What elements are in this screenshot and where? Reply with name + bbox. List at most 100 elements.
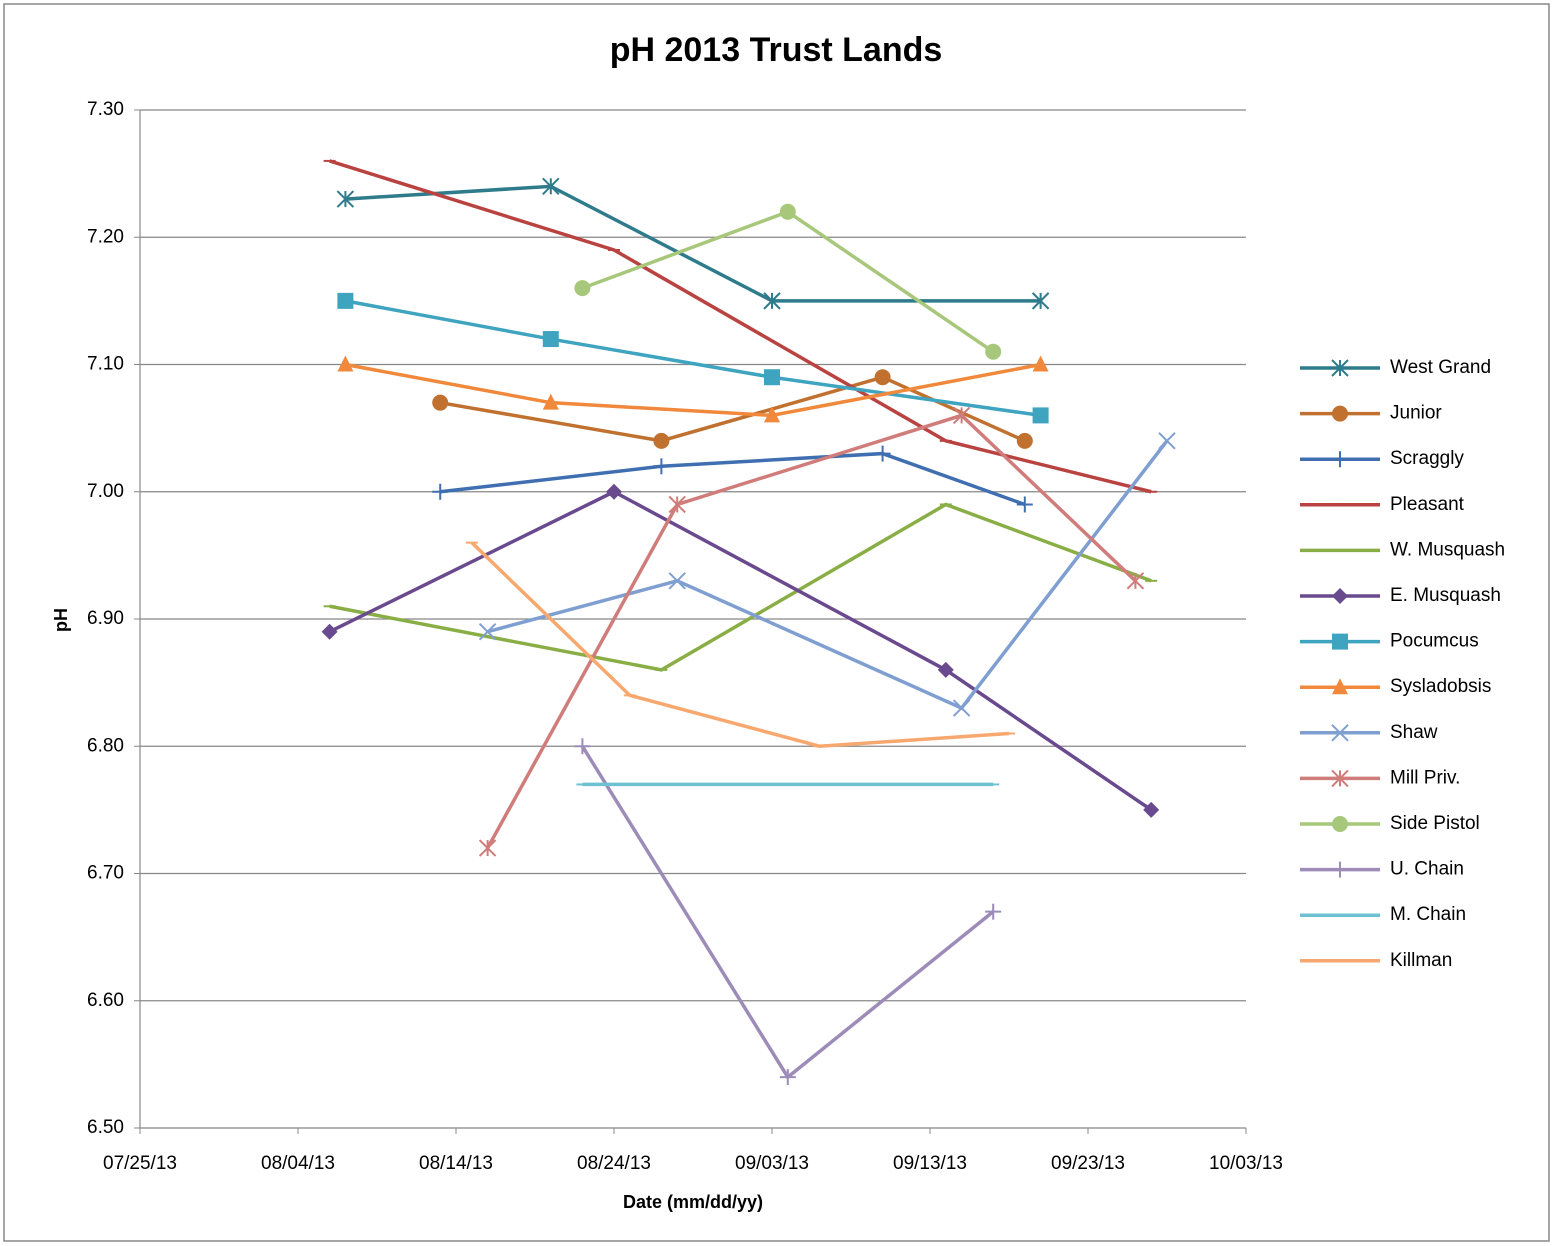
data-point <box>1032 355 1049 372</box>
x-tick-label: 08/24/13 <box>577 1153 651 1174</box>
x-tick-label: 07/25/13 <box>103 1153 177 1174</box>
legend-label: W. Musquash <box>1390 539 1505 560</box>
marker-shape <box>874 369 891 386</box>
data-point <box>542 393 559 410</box>
y-tick-label: 6.70 <box>87 863 124 884</box>
data-point <box>1032 407 1049 424</box>
legend-marker <box>1332 861 1348 878</box>
marker-shape <box>1016 432 1033 449</box>
marker-shape <box>321 623 338 640</box>
y-tick-label: 6.80 <box>87 735 124 756</box>
legend-marker <box>1332 633 1348 650</box>
series-line <box>439 451 1026 507</box>
x-tick-label: 09/13/13 <box>893 1153 967 1174</box>
marker-shape <box>1032 355 1049 372</box>
legend-label: Side Pistol <box>1390 813 1480 834</box>
series-line <box>329 159 1152 494</box>
legend-marker <box>1332 588 1348 604</box>
legend-label: M. Chain <box>1390 904 1466 925</box>
data-point <box>542 177 560 196</box>
data-point <box>952 406 971 425</box>
legend-marker <box>1332 816 1348 832</box>
data-point <box>432 483 449 500</box>
marker-stroke <box>1158 432 1176 450</box>
legend-label: U. Chain <box>1390 859 1464 880</box>
legend-marker <box>1331 724 1349 742</box>
data-point <box>668 495 686 514</box>
data-point <box>1016 432 1033 449</box>
legend-label: Scraggly <box>1390 448 1464 469</box>
data-point <box>653 432 670 449</box>
marker-shape <box>1332 633 1348 650</box>
marker-shape <box>1143 801 1160 818</box>
data-point <box>336 190 355 208</box>
series-line <box>329 502 1152 672</box>
data-point <box>542 331 559 348</box>
legend-marker <box>1332 405 1348 422</box>
chart-frame <box>3 3 1550 1242</box>
marker-shape <box>653 432 670 449</box>
marker-shape <box>764 406 780 423</box>
legend-label: Killman <box>1390 950 1452 971</box>
data-point <box>337 355 354 372</box>
series-line <box>328 489 1153 812</box>
marker-shape <box>779 203 796 220</box>
series-line <box>470 541 1010 749</box>
data-point <box>874 445 891 462</box>
data-point <box>1031 292 1050 310</box>
data-point <box>764 406 780 423</box>
marker-stroke <box>952 699 971 717</box>
data-point <box>985 903 1002 920</box>
series-line <box>487 439 1169 711</box>
x-tick-label: 08/04/13 <box>261 1153 335 1174</box>
data-point <box>952 699 971 717</box>
data-point <box>574 280 591 297</box>
data-point <box>1126 572 1145 590</box>
y-tick-label: 7.20 <box>87 226 124 247</box>
data-point <box>478 839 497 857</box>
x-tick-label: 09/23/13 <box>1051 1153 1125 1174</box>
marker-shape <box>432 394 449 411</box>
y-tick-label: 7.30 <box>87 99 124 120</box>
chart-title: pH 2013 Trust Lands <box>610 31 943 69</box>
marker-stroke <box>478 623 497 641</box>
legend-label: Shaw <box>1390 722 1438 743</box>
data-point <box>937 661 954 678</box>
data-point <box>668 572 686 590</box>
data-point <box>1016 496 1033 513</box>
legend-label: Sysladobsis <box>1390 676 1491 697</box>
series-line <box>345 362 1041 418</box>
y-tick-label: 6.60 <box>87 990 124 1011</box>
y-tick-label: 7.10 <box>87 354 124 375</box>
data-point <box>606 483 622 500</box>
data-point <box>432 394 449 411</box>
data-point <box>337 292 354 309</box>
y-tick-label: 6.90 <box>87 608 124 629</box>
marker-shape <box>337 292 354 309</box>
data-point <box>321 623 338 640</box>
data-point <box>763 292 781 310</box>
legend-label: Pocumcus <box>1390 631 1479 652</box>
marker-shape <box>1332 405 1348 422</box>
marker-shape <box>1332 588 1348 604</box>
data-point <box>985 343 1002 360</box>
marker-shape <box>606 483 622 500</box>
legend-label: Mill Priv. <box>1390 767 1460 788</box>
y-tick-label: 7.00 <box>87 481 124 502</box>
data-point <box>1143 801 1160 818</box>
y-axis-title: pH <box>51 608 71 632</box>
data-point <box>574 738 591 755</box>
data-point <box>478 623 497 641</box>
series-line <box>345 299 1041 418</box>
x-tick-label: 09/03/13 <box>735 1153 809 1174</box>
legend-label: Pleasant <box>1390 494 1465 515</box>
legend-label: West Grand <box>1390 357 1491 378</box>
marker-shape <box>1332 678 1348 695</box>
data-point <box>874 369 891 386</box>
data-point <box>1158 432 1176 450</box>
legend-marker <box>1332 678 1348 695</box>
marker-shape <box>542 393 559 410</box>
x-tick-label: 10/03/13 <box>1209 1153 1283 1174</box>
x-axis-title: Date (mm/dd/yy) <box>623 1192 763 1212</box>
